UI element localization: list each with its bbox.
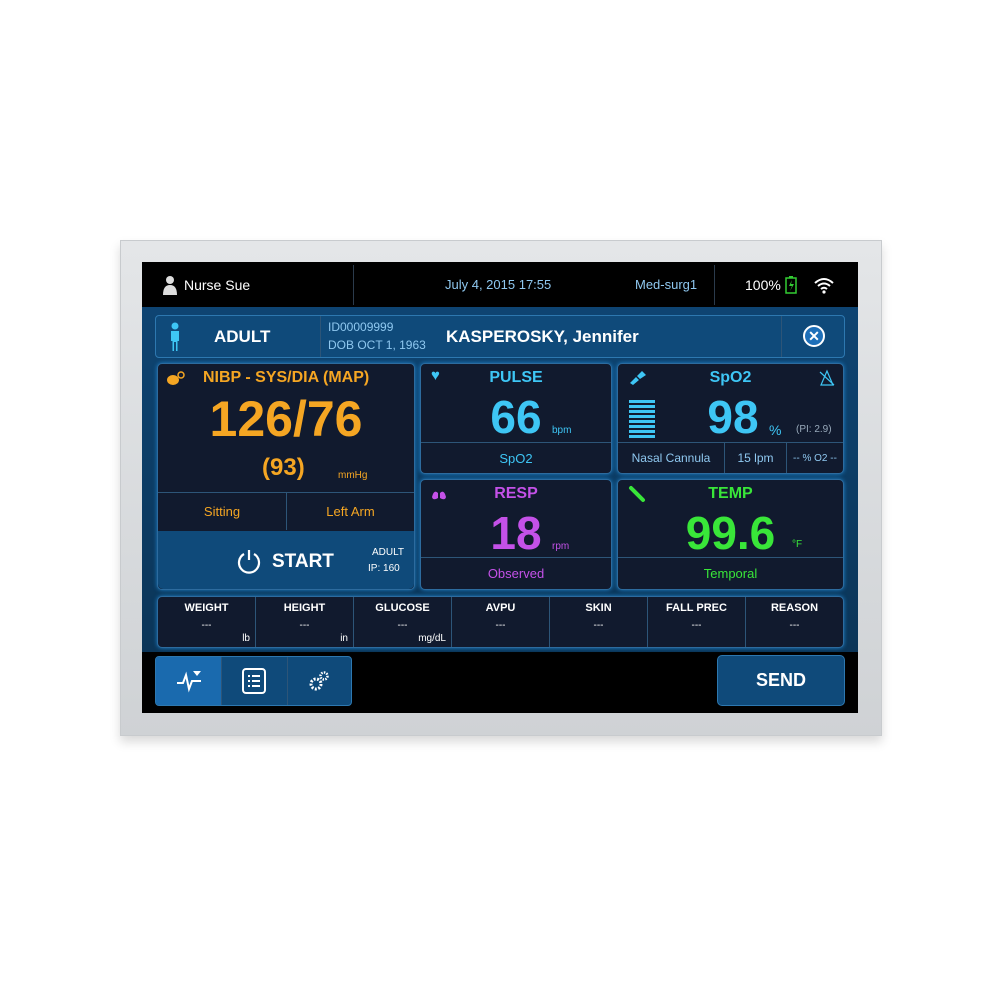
entry-height[interactable]: HEIGHT --- in [255,597,353,647]
entry-fall-prec[interactable]: FALL PREC --- [647,597,745,647]
temp-site[interactable]: Temporal [703,566,758,581]
temp-panel[interactable]: TEMP 99.6 °F Temporal [617,479,844,590]
bp-cuff-icon [167,371,185,385]
nibp-unit: mmHg [338,470,368,481]
pulse-value: 66 [490,391,542,443]
entry-label: WEIGHT [184,602,229,614]
spo2-signal-bar [629,400,655,438]
nibp-panel[interactable]: NIBP - SYS/DIA (MAP) 126/76 (93) mmHg Si… [157,363,415,590]
wifi-icon [814,277,834,294]
pulse-source[interactable]: SpO2 [499,450,533,466]
care-unit: Med-surg1 [635,277,698,292]
resp-title: RESP [494,485,538,502]
patient-bar[interactable]: ADULT ID00009999 DOB OCT 1, 1963 KASPERO… [155,315,845,358]
entry-skin[interactable]: SKIN --- [549,597,647,647]
lungs-icon [432,487,446,500]
resp-method[interactable]: Observed [487,566,545,581]
o2-flow[interactable]: 15 lpm [737,451,774,465]
temp-unit: °F [792,539,803,550]
spo2-value: 98 [707,391,759,443]
spo2-pi: (PI: 2.9) [796,424,832,435]
patient-name: KASPEROSKY, Jennifer [446,327,639,346]
entry-unit: mg/dL [418,633,446,644]
entry-label: FALL PREC [666,602,727,614]
send-button[interactable]: SEND [717,655,845,706]
heart-icon: ♥ [431,367,440,384]
start-label: START [272,551,334,572]
resp-value: 18 [490,507,542,559]
entry-value: --- [495,620,506,631]
entry-value: --- [593,620,604,631]
temp-value: 99.6 [685,507,776,559]
pulse-unit: bpm [552,425,572,436]
pulse-title: PULSE [489,369,543,386]
tab-settings[interactable] [286,657,351,705]
entry-value: --- [397,620,408,631]
entry-label: SKIN [585,602,612,614]
nibp-site[interactable]: Left Arm [326,504,375,519]
entry-glucose[interactable]: GLUCOSE --- mg/dL [353,597,451,647]
datetime: July 4, 2015 17:55 [445,277,552,292]
entry-unit: in [340,633,348,644]
adult-patient-icon [171,322,179,351]
user-indicator[interactable]: Nurse Sue [162,262,250,307]
o2-percent[interactable]: -- % O2 -- [793,452,837,464]
entry-label: GLUCOSE [375,602,430,614]
spo2-panel[interactable]: SpO2 98 % (PI: 2.9) Nasal Cannula 15 lpm… [617,363,844,474]
list-icon [242,668,267,694]
nav-tabs [155,656,352,706]
alarm-silenced-icon [819,369,835,386]
nibp-ip: IP: 160 [368,563,400,574]
spo2-unit: % [769,422,782,438]
entry-avpu[interactable]: AVPU --- [451,597,549,647]
entry-label: HEIGHT [283,602,326,614]
entry-weight[interactable]: WEIGHT --- lb [158,597,255,647]
entry-label: AVPU [485,602,516,614]
gears-icon [309,671,330,691]
spo2-sensor-icon [630,371,646,385]
nibp-title: NIBP - SYS/DIA (MAP) [203,369,370,386]
nibp-map: (93) [262,454,305,481]
nibp-mode: ADULT [372,547,405,558]
patient-id: ID00009999 [328,320,394,334]
entry-value: --- [789,620,800,631]
close-icon: ✕ [808,328,820,344]
entry-unit: lb [242,633,250,644]
entry-value: --- [299,620,310,631]
entry-label: REASON [770,602,819,614]
entry-value: --- [691,620,702,631]
temp-title: TEMP [708,485,753,502]
vitals-heartbeat-icon [176,671,201,693]
user-name: Nurse Sue [184,276,251,293]
nibp-value: 126/76 [209,391,363,447]
nibp-start-button[interactable]: START ADULT IP: 160 [158,531,414,589]
battery-percent: 100% [745,276,781,293]
manual-entries-row: WEIGHT --- lb HEIGHT --- in GLUCOSE --- mg… [157,596,844,648]
patient-type: ADULT [214,327,271,346]
battery-charging-icon [785,275,797,294]
power-icon [237,550,261,574]
entry-value: --- [201,620,212,631]
entry-reason[interactable]: REASON --- [745,597,843,647]
nibp-position[interactable]: Sitting [203,504,241,519]
o2-delivery[interactable]: Nasal Cannula [631,451,711,465]
resp-unit: rpm [552,541,570,552]
spo2-title: SpO2 [709,369,752,386]
tab-list[interactable] [221,657,286,705]
user-icon [163,275,177,295]
resp-panel[interactable]: RESP 18 rpm Observed [420,479,612,590]
close-patient-button[interactable]: ✕ [803,325,825,347]
patient-dob: DOB OCT 1, 1963 [328,338,426,352]
tab-vitals[interactable] [156,657,222,705]
pulse-panel[interactable]: ♥ PULSE 66 bpm SpO2 [420,363,612,474]
thermometer-icon [629,486,645,502]
